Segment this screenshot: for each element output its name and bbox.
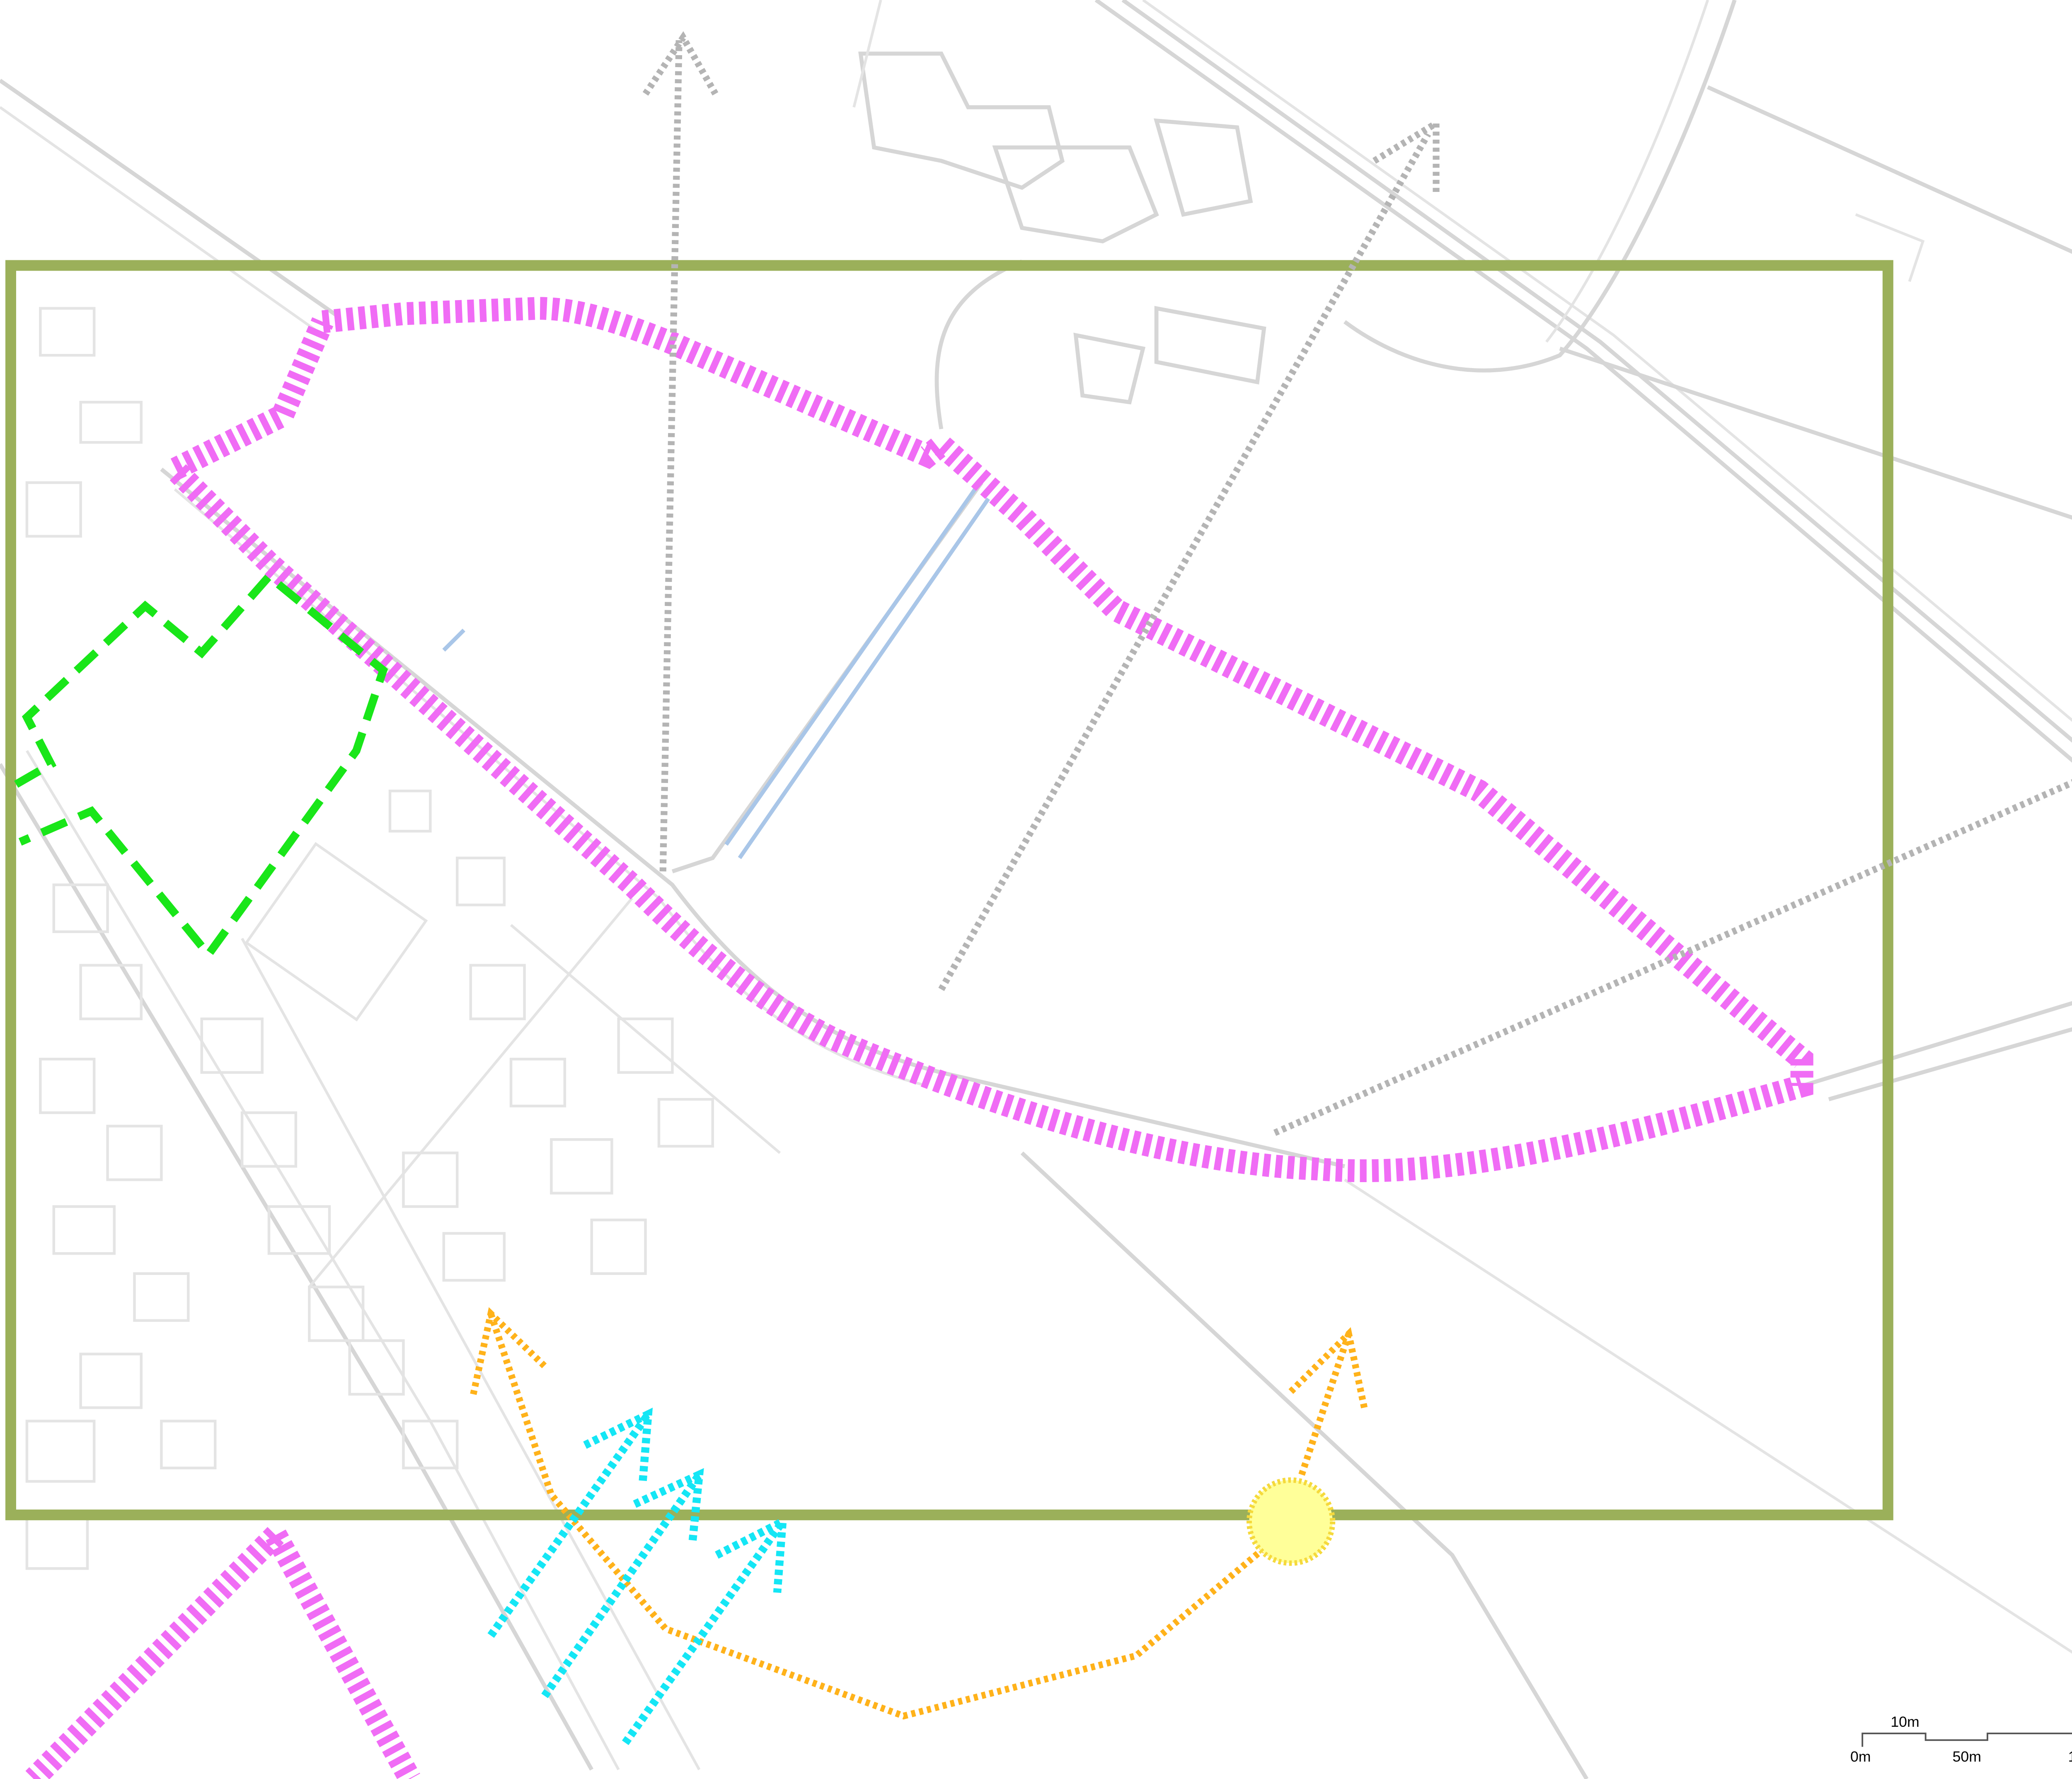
- sun-path-line: [487, 1313, 1266, 1720]
- view-arrow-icon: [938, 117, 1440, 991]
- scale-label-10m: 10m: [1890, 1714, 1919, 1730]
- wind-arrow-icon: [487, 1408, 653, 1638]
- sun-icon: [1247, 1477, 1336, 1566]
- walking-route: [155, 297, 1813, 1183]
- scale-label-50m: 50m: [1953, 1748, 1981, 1765]
- scale-label-100m: 100m: [2068, 1748, 2072, 1765]
- walking-route-south: [25, 1527, 420, 1779]
- wind-arrow-icon: [541, 1468, 704, 1699]
- view-arrow-icon: [1273, 779, 2072, 1136]
- scale-label-0m: 0m: [1850, 1748, 1871, 1765]
- sun-path-arrow-icon: [470, 1307, 549, 1395]
- route-loop: [155, 297, 1813, 1183]
- route-south-west: [25, 1527, 284, 1779]
- green-area: [14, 571, 388, 961]
- sun-path: [470, 1307, 1368, 1720]
- wind-arrows: [487, 1408, 787, 1745]
- wind-arrow-icon: [622, 1515, 787, 1745]
- route-south-east: [266, 1529, 420, 1779]
- sun-path-arrow-icon: [1288, 1327, 1368, 1476]
- site-boundary: [5, 260, 1893, 1520]
- scale-bar: 0m 10m 50m 100m: [1850, 1714, 2072, 1765]
- view-arrows: [642, 31, 2072, 1136]
- view-arrow-icon: [642, 31, 719, 872]
